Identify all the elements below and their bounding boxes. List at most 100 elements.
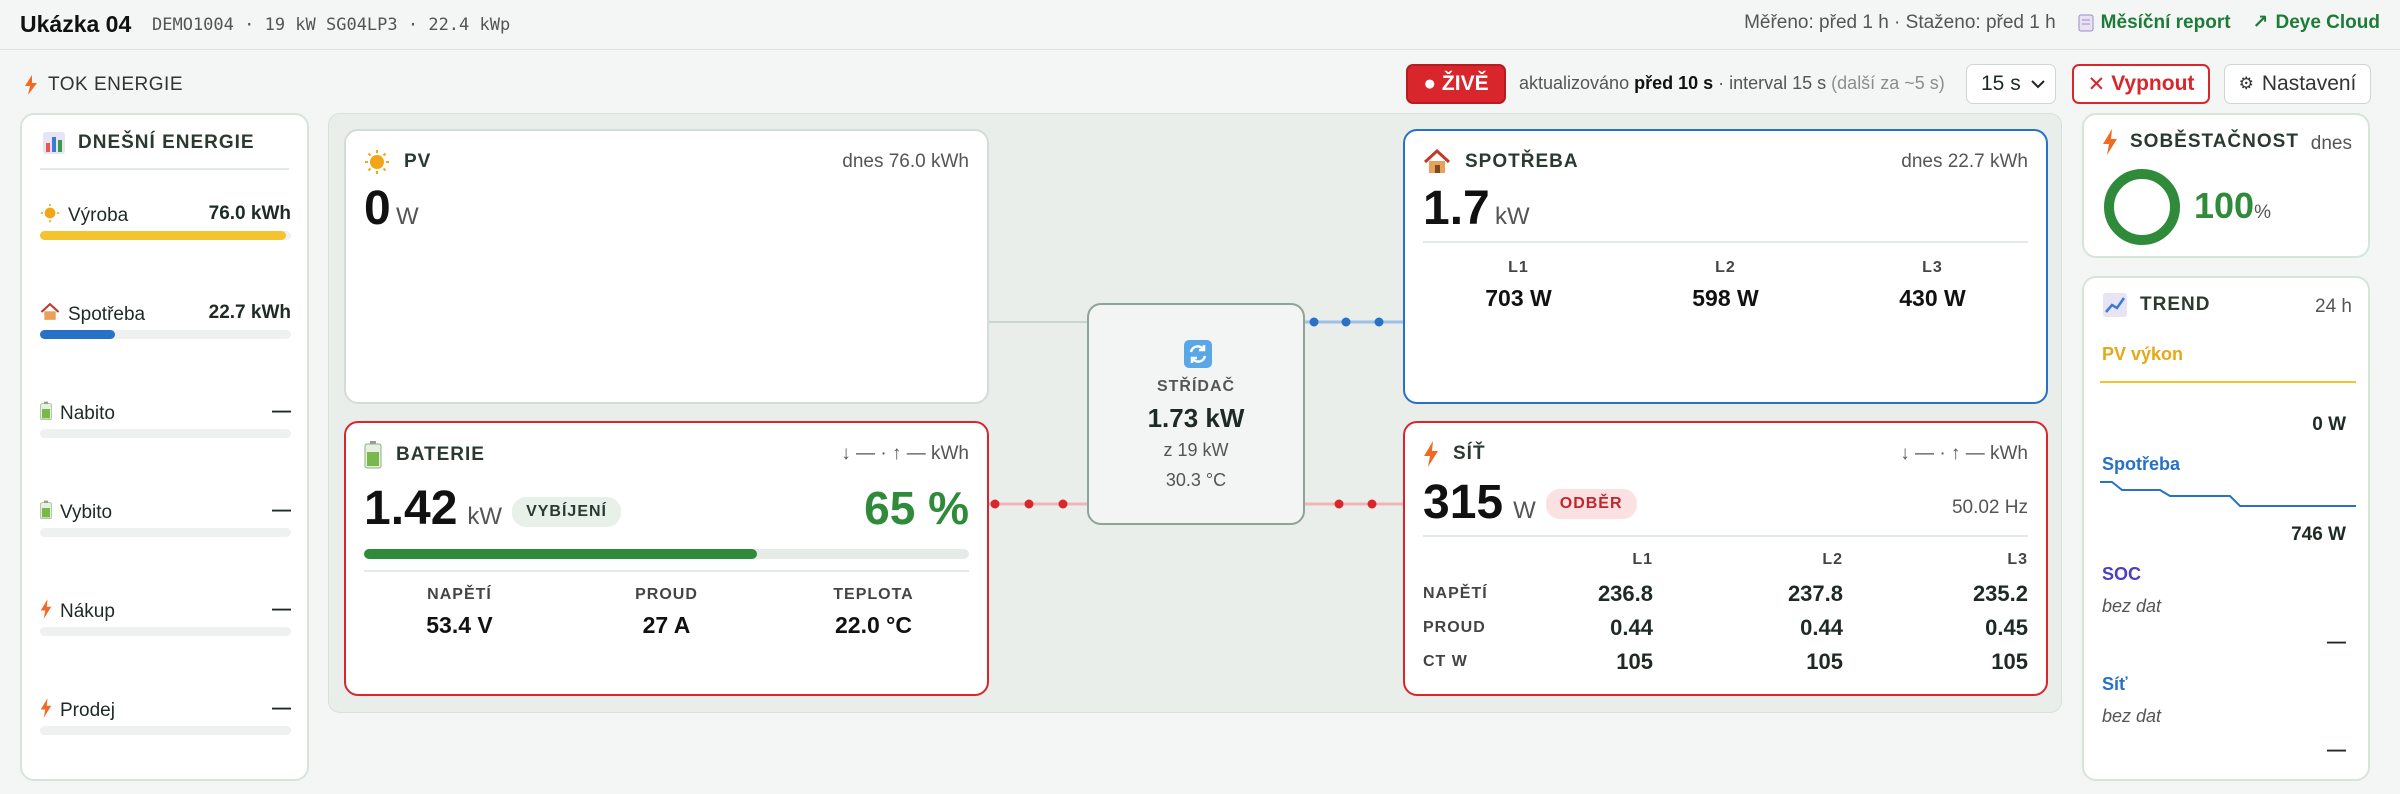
inverter-temperature: 30.3 °C (1165, 470, 1227, 490)
today-energy-row-label: Nákup (60, 601, 115, 622)
self-sufficiency-unit: % (2254, 202, 2271, 223)
trend-grid-value: — (2327, 740, 2346, 761)
battery-stat-label: TEPLOTA (833, 586, 914, 603)
grid-daily-flow: ↓ — · ↑ — kWh (1900, 443, 2028, 464)
battery-stat-label: NAPĚTÍ (427, 586, 492, 603)
trend-pv-sparkline (2100, 381, 2356, 383)
interval-select[interactable]: 15 s (1966, 64, 2056, 104)
next-update-text: (další za ~5 s) (1831, 73, 1945, 93)
consumption-phases: L1 703 W L2 598 W L3 430 W (1415, 259, 2036, 312)
grid-cell-value: 105 (1806, 649, 1843, 674)
inverter-title: STŘÍDAČ (1156, 378, 1236, 395)
today-energy-row-value: — (272, 599, 291, 620)
trend-title: TREND (2140, 294, 2211, 315)
sun-icon (365, 150, 389, 174)
battery-stat-value: 27 A (642, 612, 691, 638)
today-energy-row-label: Vybito (60, 502, 113, 523)
trend-pv-label: PV výkon (2102, 344, 2184, 364)
battery-card: BATERIE ↓ — · ↑ — kWh 1.42 kW VYBÍJENÍ 6… (344, 421, 989, 696)
trend-grid-label: Síť (2102, 674, 2128, 694)
battery-daily-flow: ↓ — · ↑ — kWh (841, 443, 969, 464)
bolt-icon (25, 75, 37, 95)
inverter-power: 1.73 kW (1147, 403, 1245, 433)
trend-soc-value: — (2327, 632, 2346, 653)
monthly-report-link[interactable]: Měsíční report (2078, 12, 2231, 34)
self-sufficiency-title: SOBĚSTAČNOST (2130, 131, 2299, 152)
battery-icon (40, 401, 52, 427)
today-energy-row-label-wrap: Vybito (40, 500, 291, 526)
today-energy-row-bar (40, 726, 291, 735)
consumption-card: SPOTŘEBA dnes 22.7 kWh 1.7 kW L1 703 W L2 5… (1403, 129, 2048, 404)
pv-title: PV (404, 151, 432, 172)
bolt-icon (40, 698, 52, 724)
section-title: TOK ENERGIE (48, 74, 184, 95)
battery-stat: TEPLOTA 22.0 °C (770, 586, 977, 639)
measure-status: Měřeno: před 1 h · Staženo: před 1 h (1744, 11, 2056, 33)
consumption-phase-label: L3 (1922, 259, 1943, 276)
grid-header: SÍŤ (1423, 441, 1486, 467)
device-info: DEMO1004 · 19 kW SG04LP3 · 22.4 kWp (152, 15, 511, 35)
grid-cell-value: 236.8 (1597, 581, 1653, 606)
consumption-phase-label: L2 (1715, 259, 1736, 276)
today-energy-row-label-wrap: Nabito (40, 401, 291, 427)
today-energy-row-label: Výroba (68, 205, 129, 226)
consumption-power-unit: kW (1495, 203, 1530, 230)
today-energy-row-bar (40, 528, 291, 537)
gear-icon: ⚙ (2238, 74, 2254, 93)
updated-prefix: aktualizováno (1519, 73, 1635, 93)
trend-soc-note: bez dat (2102, 596, 2162, 616)
grid-cell-value: 0.44 (1610, 615, 1653, 640)
grid-title: SÍŤ (1453, 443, 1486, 464)
today-energy-row: Výroba 76.0 kWh (40, 203, 291, 240)
bolt-icon (1424, 441, 1438, 467)
today-energy-row-value: 76.0 kWh (208, 203, 291, 224)
battery-header: BATERIE (364, 441, 485, 469)
today-energy-row-value: 22.7 kWh (208, 302, 291, 323)
pv-header: PV (364, 149, 431, 175)
sun-icon (40, 203, 60, 229)
battery-stat-label: PROUD (635, 586, 698, 603)
consumption-power-value: 1.7 (1423, 182, 1490, 235)
grid-cell-value: 105 (1991, 649, 2028, 674)
battery-stat: NAPĚTÍ 53.4 V (356, 586, 563, 639)
deye-cloud-link[interactable]: ↗ Deye Cloud (2253, 11, 2380, 34)
page-title: Ukázka 04 (20, 11, 132, 37)
updated-value: před 10 s (1634, 73, 1714, 93)
battery-stat-value: 22.0 °C (835, 612, 912, 638)
battery-power-value: 1.42 (364, 482, 458, 535)
update-status: aktualizováno před 10 s · interval 15 s … (1519, 73, 1945, 94)
monthly-report-label: Měsíční report (2100, 11, 2231, 33)
today-energy-row-bar-fill (40, 330, 116, 339)
grid-phase-header: L3 (2007, 551, 2028, 568)
pv-today: dnes 76.0 kWh (842, 151, 969, 172)
today-energy-row: Prodej — (40, 698, 291, 735)
settings-button[interactable]: ⚙ Nastavení (2224, 64, 2371, 104)
pv-power-value: 0 (364, 182, 391, 235)
line-chart-icon (2103, 293, 2127, 317)
interval-text: · interval 15 s (1713, 73, 1832, 93)
trend-pv-value: 0 W (2312, 414, 2346, 435)
grid-card: SÍŤ ↓ — · ↑ — kWh 315 W ODBĚR 50.02 Hz L… (1403, 421, 2048, 696)
today-energy-row: Nákup — (40, 599, 291, 636)
battery-soc: 65 % (864, 482, 969, 534)
live-button[interactable]: ● ŽIVĚ (1406, 64, 1506, 104)
today-energy-panel: DNEŠNÍ ENERGIE Výroba 76.0 kWh Spotřeba 22.… (20, 113, 309, 781)
grid-power-unit: W (1513, 497, 1536, 524)
bolt-icon (2103, 129, 2117, 155)
battery-stat-value: 53.4 V (426, 612, 493, 638)
consumption-phase-value: 703 W (1485, 285, 1552, 311)
battery-soc-bar (364, 549, 969, 559)
today-energy-row-label: Spotřeba (68, 304, 146, 325)
trend-period: 24 h (2315, 296, 2352, 317)
trend-consumption-sparkline (2100, 481, 2356, 507)
today-energy-row-value: — (272, 500, 291, 521)
grid-frequency: 50.02 Hz (1951, 497, 2028, 518)
deye-cloud-label: Deye Cloud (2275, 11, 2380, 33)
stop-button[interactable]: ✕ Vypnout (2072, 64, 2210, 104)
grid-row-label: NAPĚTÍ (1423, 585, 1488, 602)
consumption-phase-value: 598 W (1692, 285, 1759, 311)
self-sufficiency-ring (2104, 169, 2180, 245)
settings-button-label: Nastavení (2261, 72, 2357, 95)
battery-soc-fill (364, 549, 758, 559)
today-energy-row: Vybito — (40, 500, 291, 537)
